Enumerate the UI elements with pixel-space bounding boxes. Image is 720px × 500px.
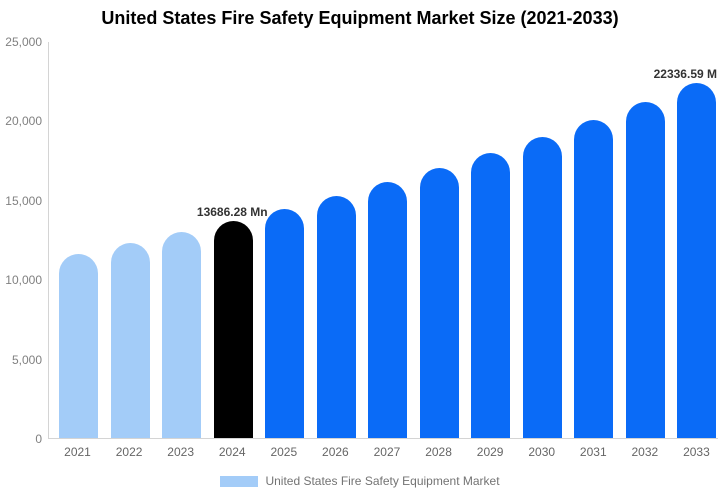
y-tick-label: 0 (35, 432, 42, 446)
data-label-2033: 22336.59 M (653, 67, 717, 82)
legend[interactable]: United States Fire Safety Equipment Mark… (0, 474, 720, 488)
x-tick-label-2026: 2026 (322, 445, 349, 459)
legend-swatch (220, 475, 259, 487)
bar-2033[interactable] (677, 83, 716, 438)
x-tick-label-2024: 2024 (218, 445, 246, 459)
bar-2027[interactable] (368, 182, 407, 438)
chart-title: United States Fire Safety Equipment Mark… (101, 8, 619, 28)
bar-2026[interactable] (316, 195, 356, 438)
x-tick-label-2030: 2030 (528, 445, 556, 459)
x-tick-label-2021: 2021 (64, 445, 91, 459)
x-tick-label-2033: 2033 (683, 445, 710, 459)
x-tick-label-2029: 2029 (476, 445, 504, 459)
bar-2022[interactable] (110, 243, 150, 438)
bar-2031[interactable] (574, 119, 613, 438)
x-axis-labels: 2021 2022 2023 2024 2025 2026 2027 2028 2029 2030… (48, 445, 718, 459)
data-label-2024: 13686.28 Mn (196, 204, 268, 219)
y-tick-label: 5,000 (11, 352, 42, 367)
x-tick-label-2022: 2022 (115, 445, 143, 459)
y-tick-label: 15,000 (5, 193, 42, 208)
legend-label: United States Fire Safety Equipment Mark… (265, 474, 500, 488)
plot-area (48, 42, 718, 439)
bar-2032[interactable] (625, 101, 665, 438)
x-tick-label-2032: 2032 (631, 445, 659, 459)
bar-2021[interactable] (59, 253, 98, 438)
bar-2030[interactable] (522, 136, 562, 438)
x-tick-label-2028: 2028 (425, 445, 452, 459)
x-tick-label-2025: 2025 (270, 445, 298, 459)
bar-2024[interactable] (213, 220, 253, 438)
y-tick-label: 10,000 (5, 273, 42, 288)
bar-2025[interactable] (265, 208, 304, 438)
bar-2028[interactable] (419, 167, 459, 438)
x-tick-label-2027: 2027 (373, 445, 401, 459)
bar-2023[interactable] (162, 232, 201, 438)
y-tick-label: 20,000 (5, 114, 42, 129)
x-tick-label-2023: 2023 (167, 445, 194, 459)
bar-2029[interactable] (471, 152, 510, 438)
x-tick-label-2031: 2031 (579, 445, 607, 459)
y-tick-label: 25,000 (5, 35, 42, 49)
